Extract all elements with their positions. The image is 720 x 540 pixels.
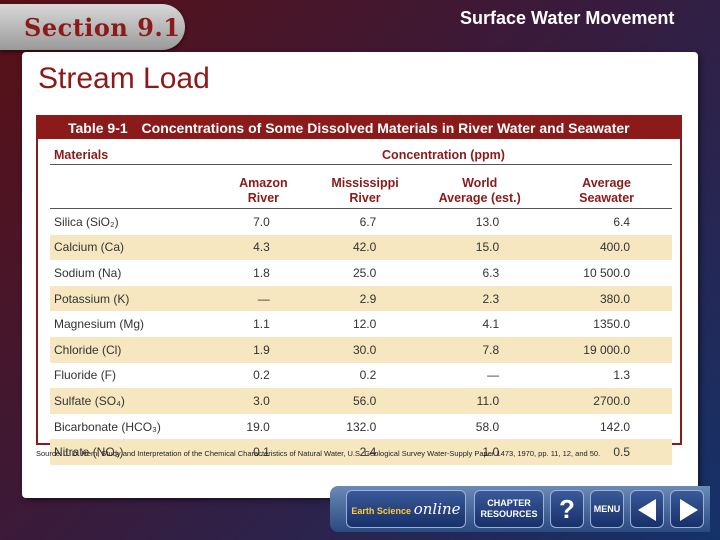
- section-label: Section 9.1: [24, 13, 181, 42]
- table-row: Bicarbonate (HCO₃) 19.0 132.0 58.0 142.0: [50, 414, 672, 440]
- value-cell: 0.2: [359, 368, 377, 383]
- material-cell: Sodium (Na): [54, 265, 122, 280]
- concentration-table: Materials Concentration (ppm) Amazon Rive…: [50, 139, 672, 465]
- earth-science-online-button[interactable]: Earth Science online: [346, 490, 466, 528]
- chapter-label: CHAPTER: [487, 498, 531, 508]
- col-header-line2: River: [349, 191, 381, 205]
- online-label: online: [413, 500, 461, 518]
- table-row: Fluoride (F) 0.2 0.2 — 1.3: [50, 363, 672, 389]
- material-cell: Calcium (Ca): [50, 234, 215, 261]
- material-cell: Magnesium (Mg): [54, 317, 145, 332]
- col-header-line1: Amazon: [239, 176, 288, 190]
- table-row: Sodium (Na) 1.8 25.0 6.3 10 500.0: [50, 260, 672, 286]
- value-cell: 142.0: [599, 419, 630, 434]
- table-source: Source: J. D. Hem, Study and Interpretat…: [36, 449, 601, 458]
- value-cell: —: [487, 368, 500, 383]
- col-header-line1: Average: [582, 176, 631, 190]
- value-cell: 10 500.0: [583, 265, 630, 280]
- value-cell: 2700.0: [541, 388, 672, 414]
- table-caption: Concentrations of Some Dissolved Materia…: [141, 120, 630, 136]
- value-cell: 380.0: [541, 285, 672, 312]
- value-cell: 58.0: [475, 419, 500, 434]
- value-cell: 0.1: [215, 439, 312, 465]
- value-cell: 400.0: [541, 234, 672, 261]
- section-tab: Section 9.1: [0, 4, 185, 50]
- material-cell: Bicarbonate (HCO₃): [54, 419, 161, 434]
- value-cell: 25.0: [352, 265, 377, 280]
- value-cell: 0.2: [253, 368, 270, 383]
- value-cell: 6.4: [613, 214, 630, 229]
- right-triangle-icon: [680, 499, 698, 521]
- col-header-line2: Average (est.): [438, 191, 521, 205]
- value-cell: 6.3: [482, 265, 500, 280]
- value-cell: 7.0: [253, 214, 270, 229]
- earth-science-label: Earth Science: [351, 506, 411, 516]
- col-header-line2: Seawater: [579, 191, 635, 205]
- value-cell: 15.0: [418, 234, 542, 261]
- value-cell: 7.8: [418, 336, 542, 363]
- value-cell: —: [215, 285, 312, 312]
- table-row: Chloride (Cl) 1.9 30.0 7.8 19 000.0: [50, 336, 672, 363]
- col-header: Average Seawater: [541, 165, 672, 209]
- material-cell: Potassium (K): [50, 285, 215, 312]
- value-cell: 19 000.0: [541, 336, 672, 363]
- data-table-box: Table 9-1 Concentrations of Some Dissolv…: [36, 115, 682, 465]
- value-cell: 3.0: [215, 388, 312, 414]
- value-cell: 2.3: [418, 285, 542, 312]
- value-cell: 2.9: [311, 285, 419, 312]
- value-cell: 1.3: [613, 368, 630, 383]
- left-triangle-icon: [638, 499, 656, 521]
- value-cell: 4.3: [215, 234, 312, 261]
- value-cell: 42.0: [311, 234, 419, 261]
- next-button[interactable]: [670, 490, 704, 528]
- chapter-resources-button[interactable]: CHAPTER RESOURCES: [474, 490, 544, 528]
- table-row: Calcium (Ca) 4.3 42.0 15.0 400.0: [50, 234, 672, 261]
- table-number: Table 9-1: [68, 120, 128, 136]
- table-row: Nitrate (NO₃) 0.1 2.4 1.0 0.5: [50, 439, 672, 465]
- table-row: Magnesium (Mg) 1.1 12.0 4.1 1350.0: [50, 311, 672, 337]
- material-cell: Fluoride (F): [54, 368, 117, 383]
- material-cell: Silica (SiO₂): [54, 214, 119, 229]
- value-cell: 1.1: [253, 317, 270, 332]
- topic-title: Surface Water Movement: [460, 8, 675, 28]
- col-header-line1: Mississippi: [331, 176, 399, 190]
- value-cell: 30.0: [311, 336, 419, 363]
- value-cell: 19.0: [246, 419, 270, 434]
- menu-button[interactable]: MENU: [590, 490, 624, 528]
- value-cell: 1350.0: [593, 317, 630, 332]
- value-cell: 0.5: [541, 439, 672, 465]
- col-header: Amazon River: [215, 165, 312, 209]
- value-cell: 132.0: [346, 419, 377, 434]
- material-cell: Nitrate (NO₃): [50, 439, 215, 465]
- col-group-header: Concentration (ppm): [382, 148, 505, 162]
- value-cell: 6.7: [359, 214, 377, 229]
- value-cell: 11.0: [418, 388, 542, 414]
- value-cell: 12.0: [352, 317, 377, 332]
- help-button[interactable]: ?: [550, 490, 584, 528]
- material-cell: Sulfate (SO₄): [50, 388, 215, 414]
- value-cell: 2.4: [311, 439, 419, 465]
- slide-title: Stream Load: [38, 62, 210, 95]
- table-row: Silica (SiO₂) 7.0 6.7 13.0 6.4: [50, 209, 672, 235]
- table-row: Potassium (K) —2.9 2.3 380.0: [50, 285, 672, 312]
- col-header-line2: River: [247, 191, 280, 205]
- table-heading: Table 9-1 Concentrations of Some Dissolv…: [38, 117, 680, 139]
- table-row: Sulfate (SO₄) 3.0 56.0 11.0 2700.0: [50, 388, 672, 414]
- col-materials-header: Materials: [54, 148, 109, 162]
- value-cell: 56.0: [311, 388, 419, 414]
- material-cell: Chloride (Cl): [50, 336, 215, 363]
- value-cell: 13.0: [475, 214, 500, 229]
- previous-button[interactable]: [630, 490, 664, 528]
- resources-label: RESOURCES: [480, 509, 538, 519]
- value-cell: 1.8: [253, 265, 270, 280]
- col-header-line1: World: [462, 176, 498, 190]
- value-cell: 1.9: [215, 336, 312, 363]
- col-header: World Average (est.): [418, 165, 541, 209]
- value-cell: 1.0: [418, 439, 542, 465]
- col-header: Mississippi River: [312, 165, 419, 209]
- value-cell: 4.1: [482, 317, 500, 332]
